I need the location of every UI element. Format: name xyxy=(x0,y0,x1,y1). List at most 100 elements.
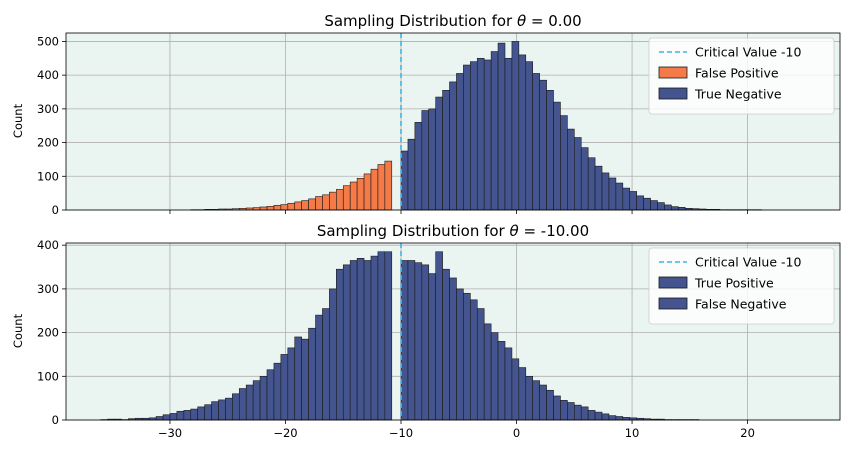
histogram-bar xyxy=(211,401,219,421)
legend-label: True Positive xyxy=(694,276,774,291)
legend-swatch-true-negative xyxy=(658,87,688,100)
histogram-bar xyxy=(421,110,430,211)
histogram-bar xyxy=(504,57,513,211)
histogram-bar xyxy=(567,402,575,421)
y-tick-label: 300 xyxy=(37,282,59,296)
histogram-bar xyxy=(587,157,596,211)
histogram-bar xyxy=(259,375,268,421)
histogram-bar xyxy=(232,393,240,421)
panel-top-bars xyxy=(190,41,762,211)
histogram-bar xyxy=(490,332,499,421)
legend-label: False Negative xyxy=(695,297,787,312)
histogram-bar xyxy=(601,172,610,211)
histogram-bar xyxy=(580,147,589,211)
histogram-bar xyxy=(567,128,575,211)
histogram-bar xyxy=(363,260,372,421)
histogram-bar xyxy=(414,122,423,211)
legend-swatch-false-positive xyxy=(658,66,688,79)
histogram-bar xyxy=(580,406,589,421)
histogram-bar xyxy=(643,197,651,211)
histogram-bar xyxy=(525,375,534,421)
histogram-bar xyxy=(356,178,365,211)
panel-top-xticks xyxy=(169,210,748,214)
x-tick-label: 20 xyxy=(740,426,755,440)
panel-bottom-frame xyxy=(65,242,841,421)
histogram-bar xyxy=(442,268,450,421)
panel-bottom-yticks: 0 100 200 300 400 xyxy=(37,238,66,427)
histogram-bar xyxy=(553,395,561,421)
histogram-bar xyxy=(245,384,254,421)
histogram-bar xyxy=(273,362,282,421)
histogram-bar xyxy=(308,327,316,421)
histogram-bar xyxy=(197,406,205,421)
y-tick-label: 400 xyxy=(37,238,59,252)
histogram-bar xyxy=(294,201,302,211)
y-tick-label: 200 xyxy=(37,326,59,340)
histogram-bar xyxy=(650,200,658,211)
histogram-bar xyxy=(266,205,275,211)
histogram-bar xyxy=(470,299,478,421)
histogram-bar xyxy=(176,410,185,421)
histogram-bar xyxy=(294,336,302,421)
histogram-bar xyxy=(322,194,330,211)
histogram-bar xyxy=(532,73,540,211)
histogram-bar xyxy=(539,79,547,211)
histogram-bar xyxy=(483,59,492,211)
panel-bottom: 0 100 200 300 400 −30 −20 −10 0 10 20 Count Sampl… xyxy=(11,222,841,440)
histogram-bar xyxy=(525,61,534,211)
histogram-bar xyxy=(204,404,212,421)
histogram-bar xyxy=(428,273,436,421)
legend-label: Critical Value -10 xyxy=(695,255,801,270)
histogram-bar xyxy=(539,384,547,421)
histogram-bar xyxy=(511,358,520,421)
histogram-bar xyxy=(315,314,323,421)
histogram-bar xyxy=(315,196,323,211)
histogram-bar xyxy=(280,354,289,421)
histogram-bar xyxy=(594,411,603,421)
panel-bottom-ylabel: Count xyxy=(11,313,25,348)
panel-top-yticks: 0 100 200 300 400 500 xyxy=(37,34,66,217)
histogram-bar xyxy=(518,367,527,421)
histogram-bar xyxy=(428,108,436,211)
histogram-bar xyxy=(573,404,582,421)
panel-bottom-title: Sampling Distribution for θ = -10.00 xyxy=(317,222,589,240)
histogram-bar xyxy=(400,260,409,421)
histogram-bar xyxy=(594,165,603,211)
histogram-bar xyxy=(532,380,540,421)
histogram-bar xyxy=(504,347,513,421)
histogram-bar xyxy=(463,64,471,211)
histogram-bar xyxy=(608,415,617,421)
y-tick-label: 100 xyxy=(37,369,59,383)
histogram-bar xyxy=(497,42,506,211)
histogram-bar xyxy=(435,251,443,421)
histogram-bar xyxy=(546,389,554,421)
histogram-bar xyxy=(377,251,386,421)
histogram-bar xyxy=(573,137,582,211)
panel-bottom-xticks: −30 −20 −10 0 10 20 xyxy=(158,420,755,440)
x-tick-label: 10 xyxy=(625,426,640,440)
histogram-bar xyxy=(349,181,358,211)
histogram-bar xyxy=(287,202,296,211)
histogram-bar xyxy=(421,264,430,421)
histogram-bar xyxy=(400,150,409,211)
legend-label: False Positive xyxy=(695,66,779,81)
histogram-bar xyxy=(273,204,282,211)
histogram-bar xyxy=(266,369,275,421)
histogram-bar xyxy=(636,195,644,211)
histogram-bar xyxy=(629,191,637,211)
histogram-bar xyxy=(463,292,471,421)
legend-box xyxy=(648,247,835,325)
histogram-bar xyxy=(377,164,386,211)
histogram-bar xyxy=(664,204,672,211)
panel-top-frame xyxy=(65,32,841,211)
histogram-bar xyxy=(587,410,596,421)
histogram-bar xyxy=(238,388,247,421)
y-tick-label: 300 xyxy=(37,102,59,116)
panel-top-title: Sampling Distribution for θ = 0.00 xyxy=(324,12,581,30)
legend-swatch-false-negative xyxy=(658,297,688,310)
histogram-bar xyxy=(356,257,365,421)
histogram-bar xyxy=(490,51,499,211)
histogram-bar xyxy=(162,414,171,421)
y-tick-label: 0 xyxy=(52,203,59,217)
